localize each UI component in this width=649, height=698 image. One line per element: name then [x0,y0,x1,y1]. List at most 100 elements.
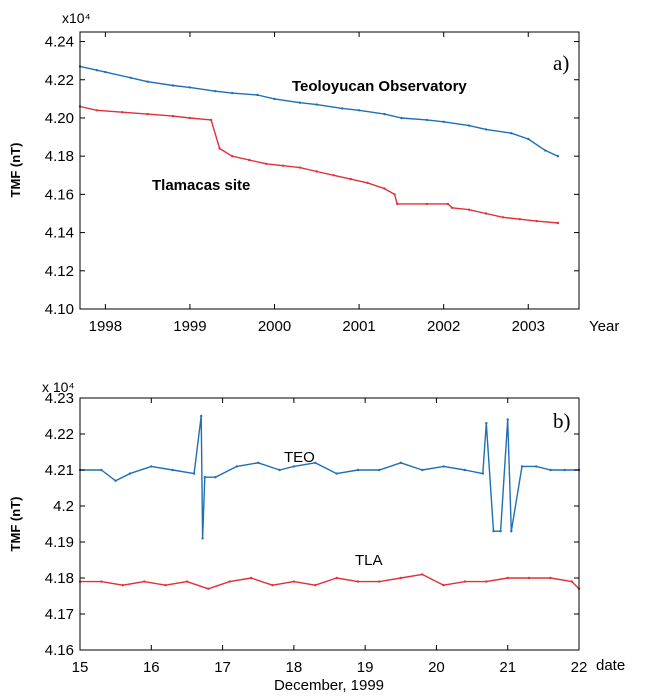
data-point [143,580,146,583]
data-point [485,422,488,425]
data-point [121,111,124,114]
panel-a-exponent-label: x10⁴ [62,10,91,26]
panel-b-x-axis-label: date [596,657,625,674]
data-point [231,91,234,95]
data-point [527,137,530,141]
x-tick-label: 2002 [427,318,460,335]
data-point [104,70,107,74]
data-point [510,530,513,533]
panel-b-label: b) [553,409,571,433]
data-point [298,166,302,169]
data-point [128,472,132,475]
y-tick-label: 4.12 [45,263,74,280]
y-tick-label: 4.18 [45,570,74,587]
data-point [214,90,217,93]
data-point [356,580,360,583]
data-point [209,118,213,122]
data-point [214,476,217,479]
data-point [171,468,174,472]
data-point [292,465,296,468]
data-point [256,93,259,97]
x-tick-label: 2003 [512,318,545,335]
data-point [171,84,175,87]
data-point [549,576,552,580]
data-point [235,465,238,468]
data-point [570,580,574,583]
data-point [228,580,231,583]
data-point [506,576,509,580]
data-point [114,479,117,482]
data-point [378,580,381,583]
data-point [164,584,167,587]
data-point [383,187,386,190]
panel-a: x10⁴ 4.10 4.12 4.14 4.16 4.18 4.20 4.22 4.24 19… [8,10,619,335]
data-point [357,109,361,112]
data-point [492,530,495,533]
panel-a-tlamacas-series [78,105,560,225]
y-tick-label: 4.22 [45,426,74,443]
y-tick-label: 4.16 [45,642,74,659]
y-tick-label: 4.2 [53,498,74,515]
data-point [446,202,450,206]
panel-a-y-ticks: 4.10 4.12 4.14 4.16 4.18 4.20 4.22 4.24 [45,34,579,318]
panel-a-x-axis-label: Year [589,318,619,335]
panel-b-y-ticks: 4.16 4.17 4.18 4.19 4.2 4.21 4.22 4.23 [45,390,579,659]
panel-b-tla-series [78,573,581,590]
data-point [467,124,471,127]
teoloyucan-annotation: Teoloyucan Observatory [292,78,467,95]
series-line-tlamacas-site [79,105,558,224]
data-point [442,584,445,587]
data-point [335,472,338,475]
y-tick-label: 4.23 [45,390,74,407]
data-point [171,114,175,118]
series-line-tla [80,573,580,590]
data-point [201,537,204,540]
data-point [264,162,268,165]
panel-b: x 10⁴ 4.16 4.17 4.18 4.19 4.2 4.21 4.22 4.23 15… [8,379,625,694]
data-point [314,584,317,587]
data-point [527,576,531,580]
panel-b-teo-series [78,414,581,540]
x-tick-label: 1998 [89,318,122,335]
panel-a-y-axis-label: TMF (nT) [8,143,23,198]
x-tick-label: 19 [357,659,374,676]
panel-b-y-axis-label: TMF (nT) [8,497,23,552]
data-point [510,132,513,135]
x-tick-label: 21 [499,659,516,676]
data-point [292,580,296,583]
x-tick-label: 22 [571,659,588,676]
panel-b-x-axis-sublabel: December, 1999 [274,677,384,694]
y-tick-label: 4.18 [45,148,74,165]
y-tick-label: 4.14 [45,225,74,242]
data-point [442,120,445,124]
tla-annotation: TLA [355,552,383,569]
data-point [231,155,234,158]
data-point [378,468,381,472]
data-point [518,218,521,221]
data-point [485,580,488,583]
data-point [278,468,281,472]
x-tick-label: 20 [428,659,445,676]
data-point [399,461,402,464]
data-point [95,109,99,112]
y-tick-label: 4.22 [45,72,74,89]
data-point [335,576,338,580]
data-point [298,101,302,104]
data-point [349,177,352,181]
data-point [150,465,153,468]
data-point [188,86,192,89]
data-point [281,164,285,167]
panel-b-axes-box [79,397,580,651]
panel-a-label: a) [553,51,569,75]
tlamacas-annotation: Tlamacas site [152,177,250,194]
x-tick-label: 17 [214,659,231,676]
x-tick-label: 2001 [342,318,375,335]
data-point [425,202,428,206]
data-point [129,76,132,80]
data-point [185,580,189,583]
y-tick-label: 4.19 [45,534,74,551]
panel-b-x-ticks: 15 16 17 18 19 20 21 22 [72,398,588,676]
data-point [383,112,386,116]
data-point [499,530,502,533]
data-point [520,465,524,468]
